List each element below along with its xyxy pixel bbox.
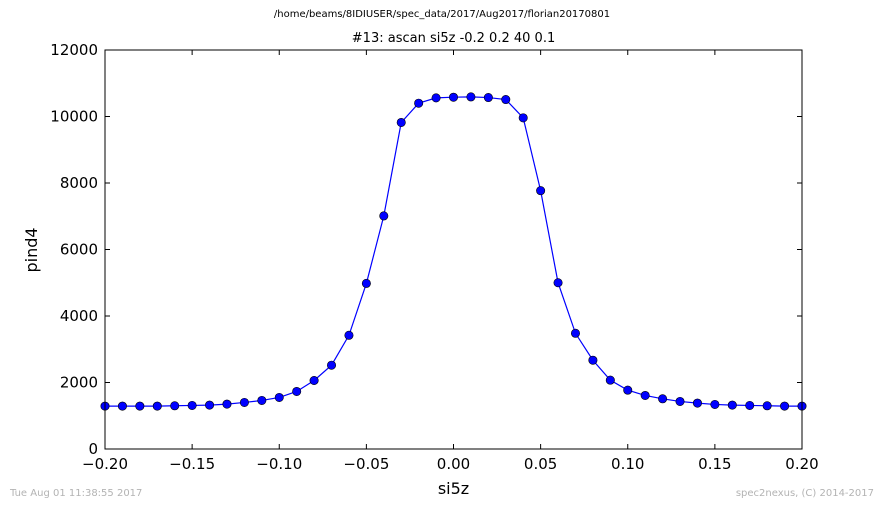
x-tick-label: −0.05 bbox=[343, 455, 389, 473]
data-point bbox=[553, 278, 563, 288]
x-tick-label: 0.05 bbox=[524, 455, 557, 473]
x-tick-label: −0.10 bbox=[256, 455, 302, 473]
data-point bbox=[658, 394, 668, 404]
data-point bbox=[536, 186, 546, 196]
y-tick-label: 8000 bbox=[60, 174, 98, 192]
chart-title: #13: ascan si5z -0.2 0.2 40 0.1 bbox=[351, 31, 556, 46]
x-tick-label: −0.15 bbox=[169, 455, 215, 473]
y-axis-label: pind4 bbox=[22, 227, 41, 272]
data-point bbox=[570, 328, 580, 338]
axis-ticks: −0.20 −0.15 −0.10 −0.05 0.00 0.05 0.10 0.15 0.20… bbox=[50, 41, 818, 473]
x-axis-label: si5z bbox=[438, 479, 469, 498]
data-point bbox=[396, 117, 406, 127]
data-point bbox=[745, 400, 755, 410]
data-point bbox=[344, 330, 354, 340]
data-point bbox=[274, 392, 284, 402]
data-point bbox=[605, 375, 615, 385]
data-point bbox=[205, 400, 215, 410]
data-point bbox=[727, 400, 737, 410]
data-point bbox=[152, 401, 162, 411]
data-point bbox=[501, 95, 511, 105]
y-tick-label: 4000 bbox=[60, 307, 98, 325]
footer-timestamp: Tue Aug 01 11:38:55 2017 bbox=[10, 488, 143, 499]
data-point bbox=[361, 278, 371, 288]
data-point bbox=[414, 98, 424, 108]
series-markers bbox=[100, 92, 807, 411]
data-point bbox=[692, 398, 702, 408]
data-point bbox=[239, 397, 249, 407]
data-point bbox=[710, 399, 720, 409]
x-tick-label: −0.20 bbox=[82, 455, 128, 473]
data-point bbox=[257, 395, 267, 405]
data-point bbox=[675, 396, 685, 406]
y-tick-label: 6000 bbox=[60, 241, 98, 259]
data-point bbox=[623, 385, 633, 395]
data-point bbox=[448, 92, 458, 102]
data-point bbox=[518, 113, 528, 123]
data-point bbox=[780, 401, 790, 411]
x-tick-label: 0.10 bbox=[611, 455, 644, 473]
data-point bbox=[170, 401, 180, 411]
y-tick-label: 2000 bbox=[60, 374, 98, 392]
data-point bbox=[327, 360, 337, 370]
plot-frame bbox=[104, 49, 803, 450]
data-point bbox=[466, 92, 476, 102]
x-tick-label: 0.00 bbox=[437, 455, 470, 473]
data-point bbox=[187, 400, 197, 410]
footer-credit: spec2nexus, (C) 2014-2017 bbox=[735, 488, 874, 499]
y-tick-label: 0 bbox=[88, 440, 98, 458]
data-point bbox=[222, 399, 232, 409]
x-tick-label: 0.20 bbox=[785, 455, 818, 473]
data-point bbox=[379, 211, 389, 221]
data-point bbox=[762, 401, 772, 411]
data-point bbox=[117, 401, 127, 411]
plot-area bbox=[105, 50, 802, 449]
data-point bbox=[588, 355, 598, 365]
figure-suptitle: /home/beams/8IDIUSER/spec_data/2017/Aug2… bbox=[273, 9, 611, 20]
data-point bbox=[292, 386, 302, 396]
data-point bbox=[640, 390, 650, 400]
y-tick-label: 10000 bbox=[50, 108, 98, 126]
data-point bbox=[483, 93, 493, 103]
data-point bbox=[431, 93, 441, 103]
data-point bbox=[309, 376, 319, 386]
data-point bbox=[135, 401, 145, 411]
y-tick-label: 12000 bbox=[50, 41, 98, 59]
x-tick-label: 0.15 bbox=[698, 455, 731, 473]
